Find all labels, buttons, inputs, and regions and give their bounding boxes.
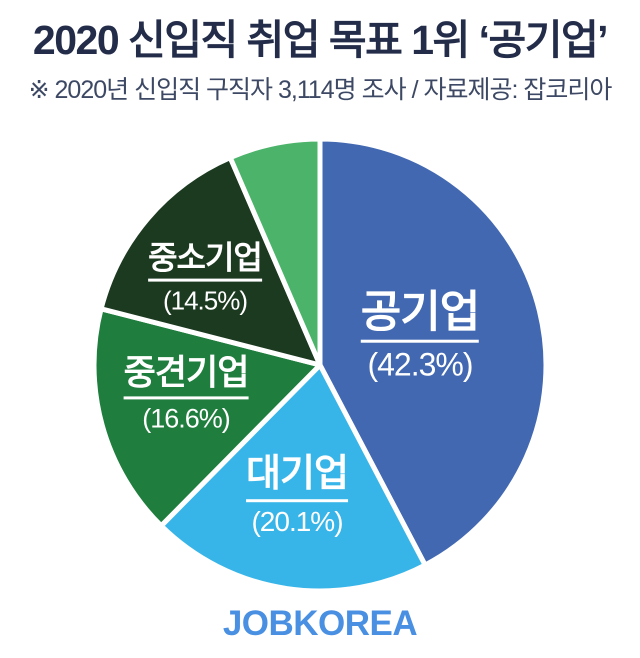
jobkorea-logo: JOBKOREA (222, 604, 418, 643)
subtitle: ※ 2020년 신입직 구직자 3,114명 조사 / 자료제공: 잡코리아 (28, 76, 613, 105)
pie-slice-unlabeled-remainder (227, 136, 323, 368)
pie-slice-large-enterprise (158, 362, 428, 594)
pie-slice-public-enterprise (317, 136, 549, 568)
page-title: 2020 신입직 취업 목표 1위 ‘공기업’ (32, 17, 609, 63)
pie-slice-midsize-enterprise (91, 306, 323, 529)
pie-svg (91, 136, 549, 594)
pie-slice-small-enterprise (98, 155, 323, 368)
infographic-page: 2020 신입직 취업 목표 1위 ‘공기업’ ※ 2020년 신입직 구직자 … (0, 17, 640, 643)
pie-chart: 공기업 (42.3%) 대기업 (20.1%) 중견기업 (16.6%) 중소기… (90, 135, 550, 595)
